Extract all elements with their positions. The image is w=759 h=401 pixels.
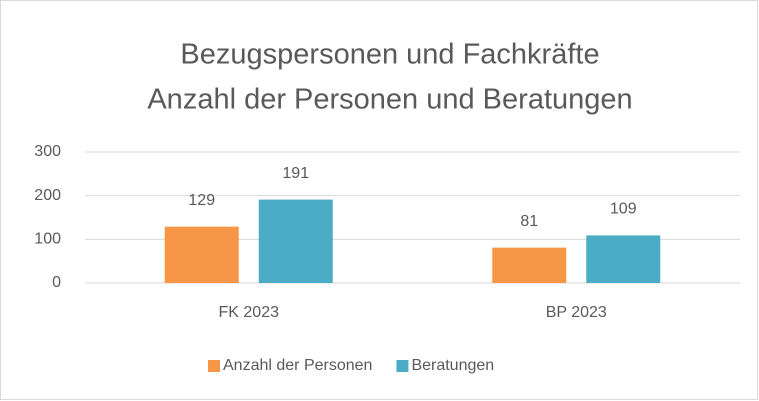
data-label: 81: [520, 213, 538, 230]
x-tick-label: FK 2023: [219, 304, 280, 321]
chart-subtitle: Anzahl der Personen und Beratungen: [147, 84, 632, 116]
bar: [258, 199, 333, 283]
y-tick-label: 200: [34, 187, 61, 204]
x-tick-label: BP 2023: [546, 304, 607, 321]
y-tick-label: 0: [52, 274, 61, 291]
legend-label: Beratungen: [411, 357, 494, 374]
bar: [492, 247, 567, 283]
legend-label: Anzahl der Personen: [223, 357, 372, 374]
bar: [586, 235, 661, 283]
data-label: 109: [610, 201, 637, 218]
y-tick-label: 300: [34, 143, 61, 160]
bar: [164, 226, 239, 283]
legend-swatch: [396, 360, 409, 372]
chart-title: Bezugspersonen und Fachkräfte: [180, 39, 599, 71]
y-tick-label: 100: [34, 231, 61, 248]
legend-swatch: [208, 360, 220, 372]
data-label: 191: [282, 165, 309, 182]
data-label: 129: [188, 192, 215, 209]
